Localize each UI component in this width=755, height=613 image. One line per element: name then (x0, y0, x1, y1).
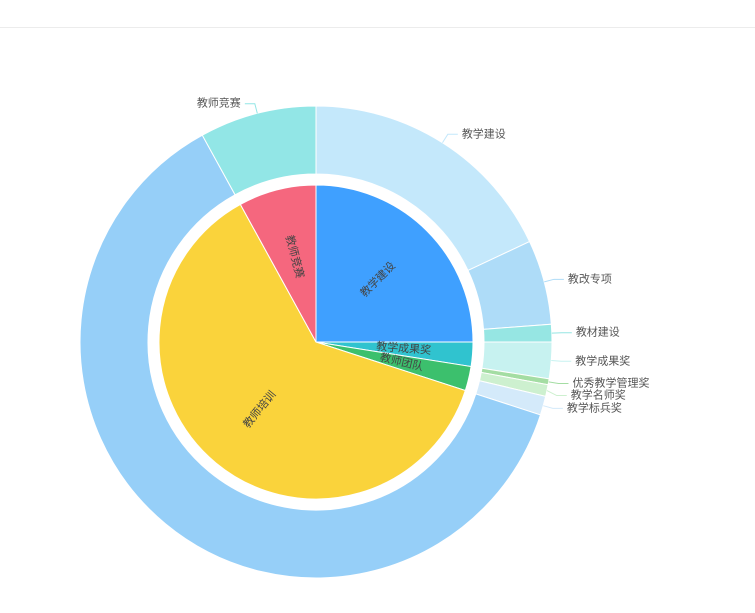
label-leader-line (544, 278, 564, 283)
label-leader-line (543, 405, 563, 409)
inner-slice[interactable] (158, 203, 466, 500)
outer-slice-label: 教师竞赛 (197, 96, 241, 110)
outer-slice-label: 教学成果奖 (575, 353, 630, 367)
outer-slice-label: 教学名师奖 (571, 388, 626, 402)
outer-slice[interactable] (79, 134, 542, 579)
outer-slice-label: 教学建设 (462, 126, 506, 140)
outer-slice-label: 教学标兵奖 (567, 400, 622, 414)
label-leader-line (546, 390, 567, 397)
header-divider (0, 27, 755, 28)
inner-slice[interactable] (239, 184, 317, 343)
label-leader-line (442, 133, 458, 144)
label-leader-line (244, 103, 258, 114)
inner-slice-label: 教学成果奖 (376, 339, 432, 357)
label-leader-line (548, 381, 569, 385)
outer-slice-label: 教改专项 (568, 271, 612, 285)
inner-pie (158, 184, 474, 500)
inner-slice[interactable] (315, 184, 474, 343)
label-leader-line (551, 360, 572, 362)
outer-slice[interactable] (201, 105, 317, 196)
outer-slice-label: 优秀教学管理奖 (572, 376, 649, 390)
outer-ring (79, 105, 553, 579)
outer-slice-label: 教材建设 (576, 325, 620, 339)
